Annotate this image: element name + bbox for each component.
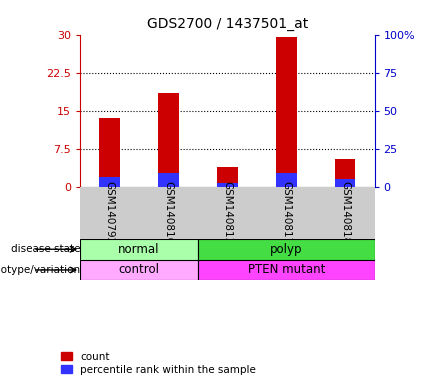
- Legend: count, percentile rank within the sample: count, percentile rank within the sample: [61, 352, 256, 375]
- Title: GDS2700 / 1437501_at: GDS2700 / 1437501_at: [147, 17, 308, 31]
- Text: GSM140813: GSM140813: [222, 181, 233, 245]
- Text: GSM140817: GSM140817: [281, 181, 291, 245]
- Text: control: control: [119, 263, 159, 276]
- Bar: [217, 182, 238, 187]
- FancyBboxPatch shape: [0, 383, 1, 384]
- Bar: [276, 37, 297, 187]
- Text: polyp: polyp: [270, 243, 303, 256]
- Bar: [158, 93, 179, 187]
- Text: normal: normal: [118, 243, 160, 256]
- Bar: [158, 174, 179, 187]
- Text: GSM140792: GSM140792: [104, 181, 115, 245]
- FancyBboxPatch shape: [3, 383, 4, 384]
- Bar: [80, 239, 198, 260]
- Bar: [99, 177, 120, 187]
- Text: genotype/variation: genotype/variation: [0, 265, 80, 275]
- FancyBboxPatch shape: [1, 383, 3, 384]
- Bar: [198, 239, 375, 260]
- Bar: [217, 167, 238, 187]
- Text: disease state: disease state: [10, 244, 80, 254]
- Bar: [276, 174, 297, 187]
- Bar: [198, 260, 375, 280]
- Text: PTEN mutant: PTEN mutant: [248, 263, 325, 276]
- Text: GSM140816: GSM140816: [163, 181, 174, 245]
- Bar: [99, 119, 120, 187]
- Bar: [335, 159, 355, 187]
- Bar: [335, 179, 355, 187]
- Bar: [80, 260, 198, 280]
- Text: GSM140818: GSM140818: [340, 181, 350, 245]
